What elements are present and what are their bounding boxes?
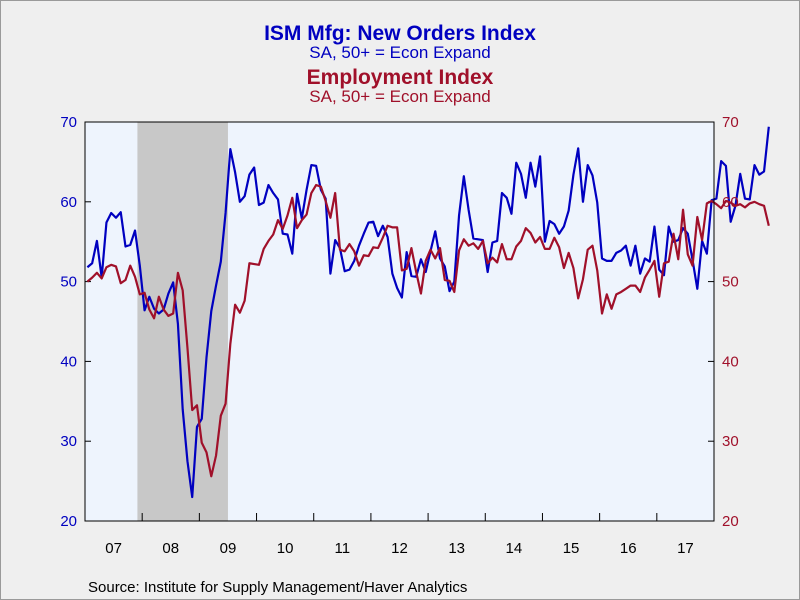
y-tick-label-right: 70 (722, 114, 739, 131)
chart-subtitle-employment: SA, 50+ = Econ Expand (309, 87, 490, 106)
x-tick-label: 11 (335, 540, 351, 557)
chart-subtitle-new-orders: SA, 50+ = Econ Expand (309, 43, 490, 62)
x-tick-label: 07 (105, 540, 122, 557)
x-tick-label: 17 (677, 540, 694, 557)
y-tick-label-left: 20 (60, 513, 77, 530)
y-tick-label-left: 60 (60, 194, 77, 211)
source-note: Source: Institute for Supply Management/… (88, 579, 467, 596)
y-tick-label-left: 70 (60, 114, 77, 131)
x-tick-label: 08 (162, 540, 179, 557)
series-line-new-orders (86, 126, 770, 499)
x-tick-label: 10 (277, 540, 294, 557)
x-tick-label: 15 (563, 540, 580, 557)
x-tick-label: 14 (506, 540, 523, 557)
y-tick-label-right: 60 (722, 194, 739, 211)
x-axis: 07 08 09 10 11 12 13 14 15 16 17 (105, 540, 694, 557)
y-tick-label-right: 50 (722, 274, 739, 291)
left-y-axis: 20 30 40 50 60 70 (60, 114, 77, 530)
x-tick-label: 16 (620, 540, 637, 557)
series-line-employment (86, 183, 770, 478)
chart-title-employment: Employment Index (307, 66, 494, 89)
y-tick-label-right: 40 (722, 353, 739, 370)
y-tick-label-left: 40 (60, 353, 77, 370)
x-tick-label: 13 (448, 540, 465, 557)
y-tick-label-left: 30 (60, 433, 77, 450)
recession-shading (137, 122, 228, 521)
y-tick-label-right: 20 (722, 513, 739, 530)
y-tick-label-right: 30 (722, 433, 739, 450)
x-tick-label: 12 (391, 540, 408, 557)
x-tick-label: 09 (220, 540, 237, 557)
chart-title-new-orders: ISM Mfg: New Orders Index (264, 22, 536, 45)
plot-frame (84, 121, 715, 522)
y-tick-label-left: 50 (60, 274, 77, 291)
right-y-axis: 20 30 40 50 60 70 (722, 114, 739, 530)
